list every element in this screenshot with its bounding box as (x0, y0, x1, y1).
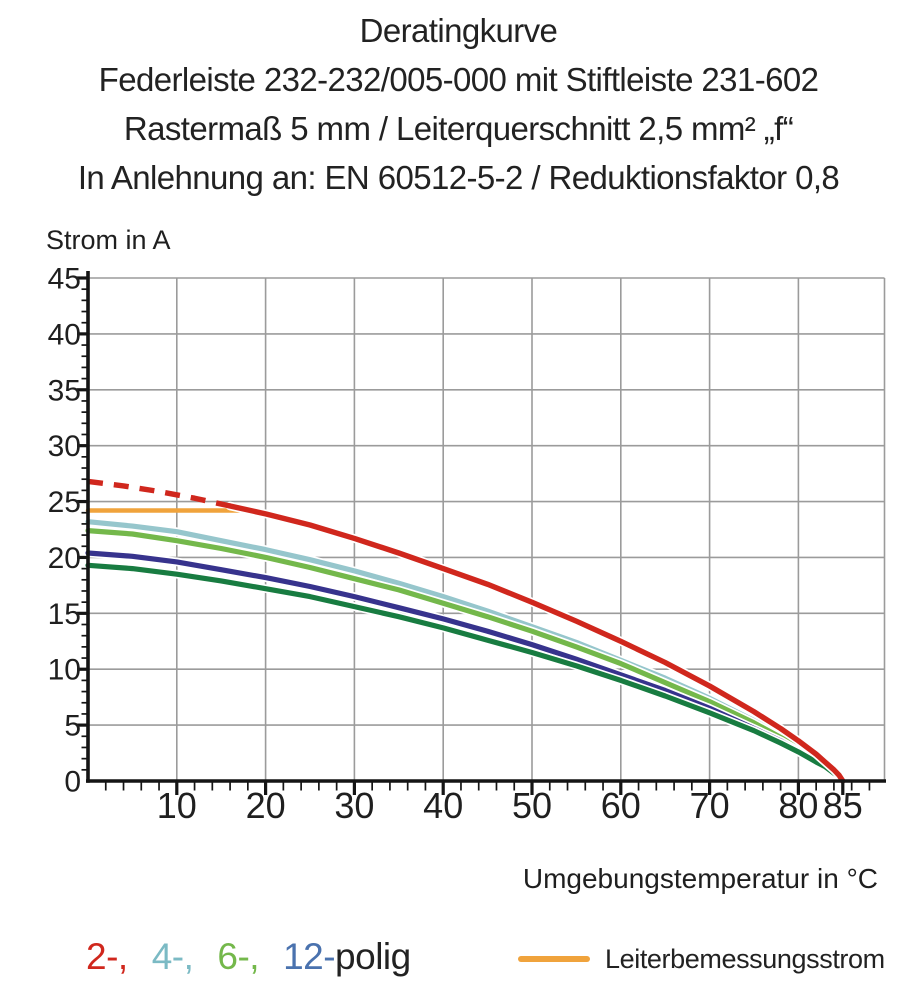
y-tick-label: 15 (48, 598, 81, 631)
axis-ticks (77, 276, 871, 795)
x-tick-label: 70 (690, 785, 730, 826)
curve-unlabeled-dark-green (85, 562, 846, 784)
rated-current-label: Leiterbemessungsstrom (605, 943, 885, 974)
x-tick-label: 85 (823, 785, 863, 826)
chart-subtitle-parts: Federleiste 232-232/005-000 mit Stiftlei… (98, 61, 819, 98)
x-tick-label: 50 (512, 785, 552, 826)
chart-header: Deratingkurve Federleiste 232-232/005-00… (0, 6, 917, 202)
legend-suffix-polig: polig (335, 936, 411, 977)
chart-title: Deratingkurve (359, 12, 558, 49)
legend-item-6polig: 6-, (217, 936, 260, 977)
pole-count-legend: 2-, 4-, 6-, 12-polig (86, 936, 411, 978)
y-tick-label: 5 (64, 710, 81, 743)
x-tick-label: 10 (157, 785, 197, 826)
chart-subtitle-standard: In Anlehnung an: EN 60512-5-2 / Reduktio… (77, 159, 840, 196)
rated-current-line-swatch (518, 956, 590, 962)
y-tick-label: 20 (48, 542, 81, 575)
axes (86, 271, 886, 783)
x-tick-label: 80 (778, 785, 818, 826)
curves (83, 478, 848, 786)
rated-current-legend: Leiterbemessungsstrom (518, 936, 885, 982)
y-tick-label: 35 (48, 374, 81, 407)
curve-12-polig (85, 550, 846, 784)
x-tick-label: 20 (246, 785, 286, 826)
x-tick-label: 40 (423, 785, 463, 826)
y-tick-label: 10 (48, 654, 81, 687)
y-tick-label: 25 (48, 486, 81, 519)
legend-item-4polig: 4-, (151, 936, 194, 977)
curve-2-polig (227, 503, 846, 784)
chart-subtitle-spec: Rastermaß 5 mm / Leiterquerschnitt 2,5 m… (123, 110, 794, 147)
y-tick-label: 45 (48, 263, 81, 296)
x-axis-title: Umgebungstemperatur in °C (523, 863, 878, 894)
x-tick-label: 60 (601, 785, 641, 826)
legend-item-12polig: 12-polig (283, 936, 411, 977)
y-tick-label: 30 (48, 430, 81, 463)
y-tick-label: 0 (64, 766, 81, 799)
y-axis-title: Strom in A (46, 225, 171, 255)
x-tick-label: 30 (334, 785, 374, 826)
legend-item-2polig: 2-, (86, 936, 128, 977)
gridlines (88, 277, 886, 781)
y-tick-label: 40 (48, 318, 81, 351)
curve-4-polig (85, 519, 846, 784)
